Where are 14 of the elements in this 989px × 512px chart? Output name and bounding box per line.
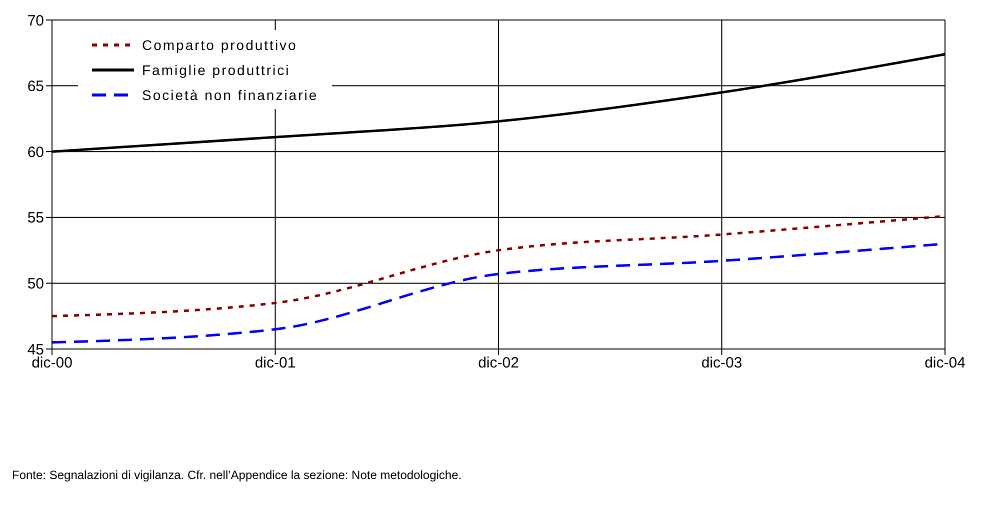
source-note: Fonte: Segnalazioni di vigilanza. Cfr. nell’Appendice la sezione: Note metodologiche. (12, 468, 463, 482)
legend-label: Comparto produttivo (142, 36, 298, 52)
y-tick-label: 65 (27, 78, 44, 96)
y-tick-label: 70 (27, 12, 44, 30)
x-tick-label: dic-02 (478, 354, 519, 372)
x-tick-label: dic-00 (32, 354, 72, 372)
x-tick-label: dic-03 (701, 354, 742, 372)
legend-label: Famiglie produttrici (142, 62, 290, 78)
y-tick-label: 55 (27, 210, 44, 227)
y-tick-label: 50 (27, 276, 44, 293)
x-tick-label: dic-01 (254, 354, 296, 372)
x-tick-label: dic-04 (924, 354, 966, 372)
legend-label: Società non finanziarie (142, 86, 318, 102)
y-tick-label: 60 (27, 144, 44, 161)
